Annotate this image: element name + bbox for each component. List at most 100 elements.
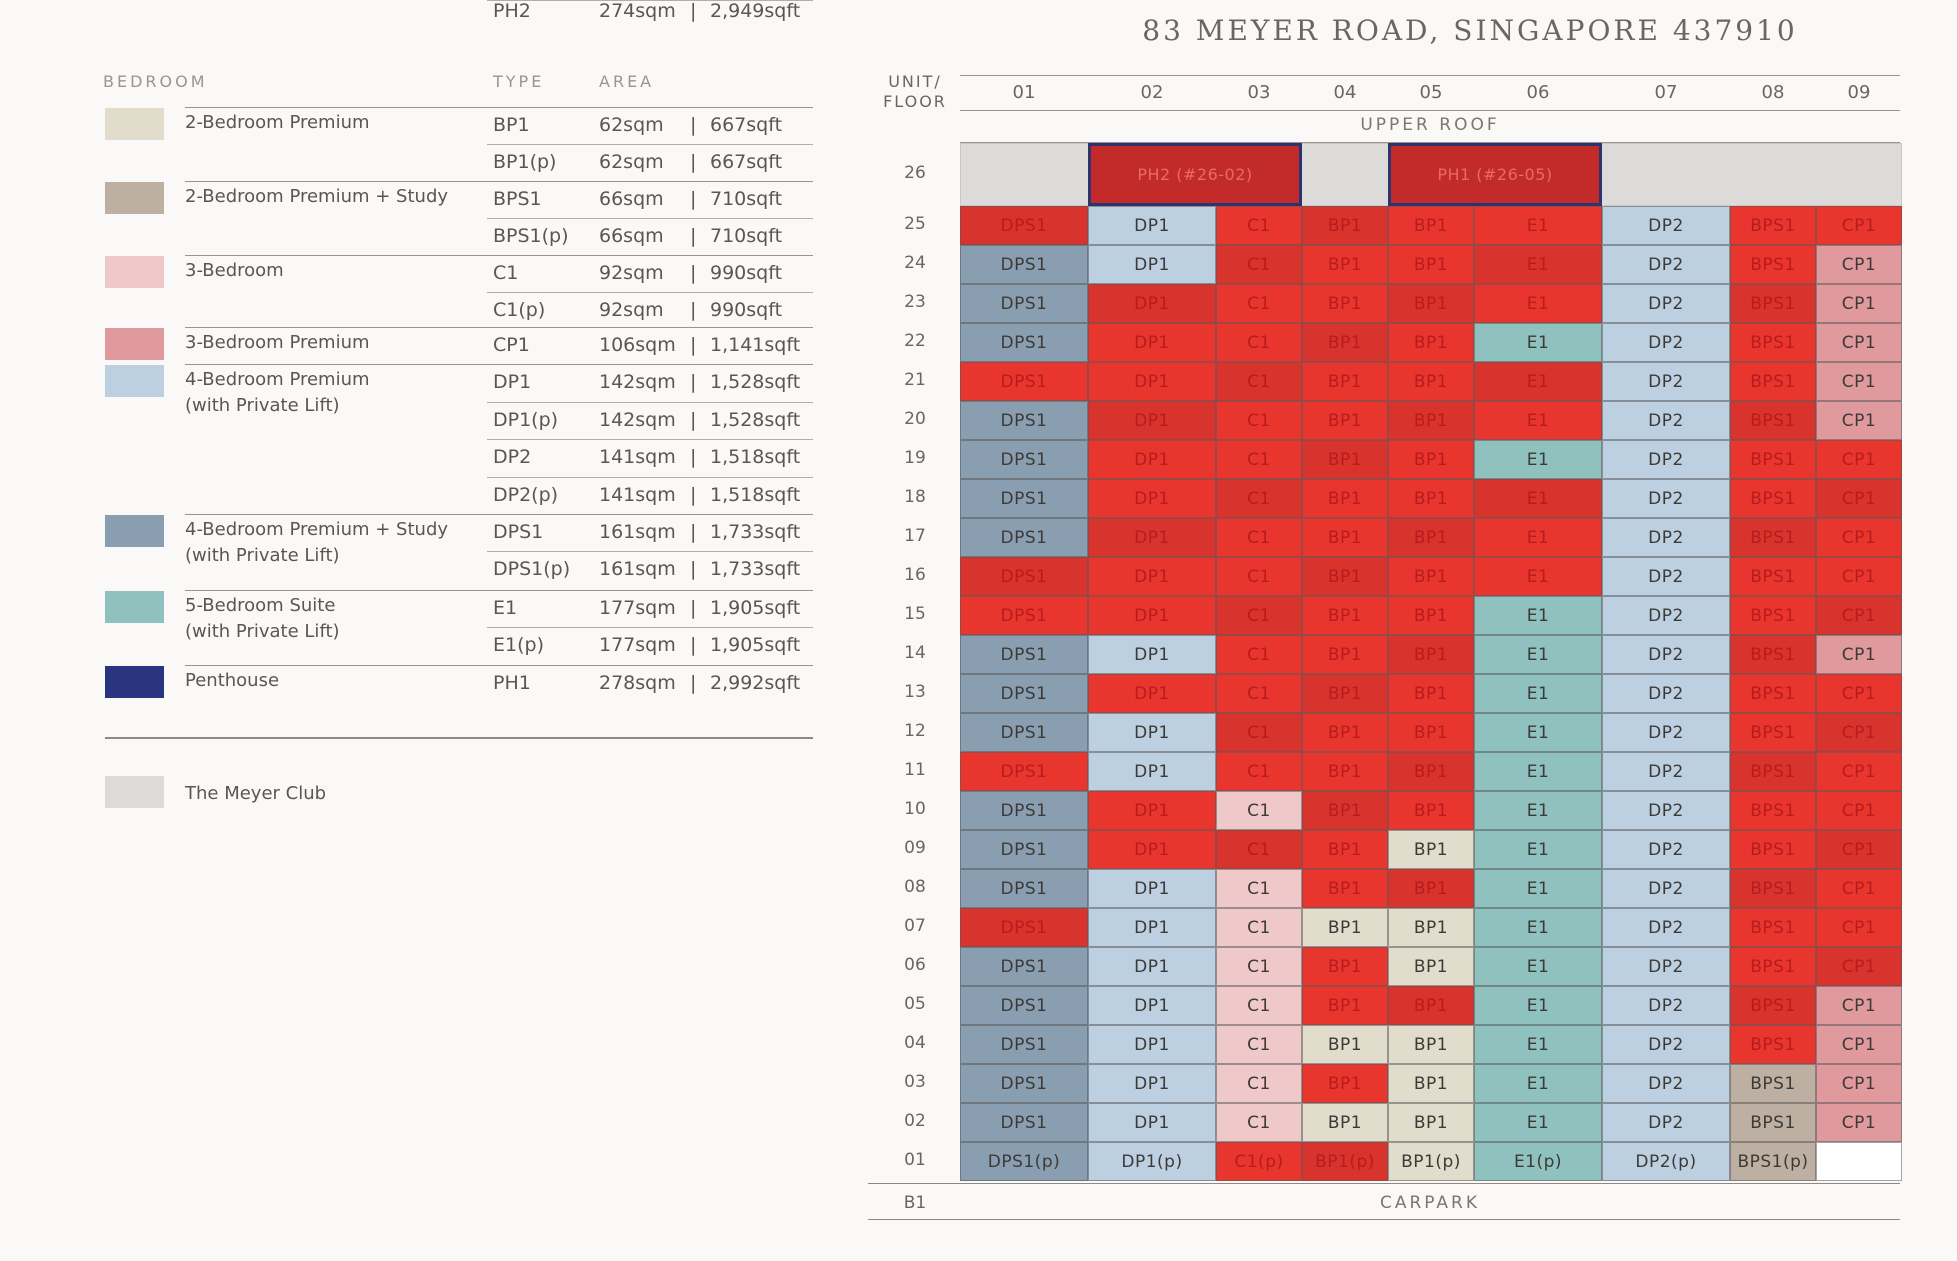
unit-cell[interactable]: DP1(p) [1088,1142,1216,1181]
unit-cell[interactable]: CP1 [1816,713,1902,752]
unit-cell[interactable]: DP2 [1602,635,1730,674]
unit-cell[interactable]: BPS1 [1730,752,1816,791]
unit-cell[interactable]: E1 [1474,1025,1602,1064]
unit-cell[interactable]: BPS1 [1730,713,1816,752]
unit-cell[interactable]: C1 [1216,986,1302,1025]
unit-cell[interactable]: BP1 [1302,557,1388,596]
unit-cell[interactable]: DP2 [1602,674,1730,713]
unit-cell[interactable]: DP2 [1602,869,1730,908]
unit-cell[interactable]: BPS1 [1730,440,1816,479]
unit-cell[interactable]: E1 [1474,635,1602,674]
unit-cell[interactable]: DPS1 [960,362,1088,401]
unit-cell[interactable]: DPS1 [960,479,1088,518]
unit-cell[interactable]: BP1 [1388,440,1474,479]
unit-cell[interactable]: BPS1 [1730,791,1816,830]
unit-cell[interactable]: BP1 [1302,869,1388,908]
unit-cell[interactable]: DPS1 [960,830,1088,869]
unit-cell[interactable]: BPS1 [1730,479,1816,518]
unit-cell[interactable]: BP1 [1388,674,1474,713]
unit-cell[interactable]: BPS1(p) [1730,1142,1816,1181]
unit-cell[interactable]: DP2 [1602,947,1730,986]
unit-cell[interactable]: C1 [1216,362,1302,401]
unit-cell[interactable]: C1 [1216,752,1302,791]
unit-cell[interactable]: BP1 [1302,1064,1388,1103]
unit-cell[interactable]: DPS1 [960,1103,1088,1142]
unit-cell[interactable]: CP1 [1816,206,1902,245]
unit-cell[interactable]: BP1 [1302,518,1388,557]
unit-cell[interactable]: BP1 [1302,830,1388,869]
unit-cell[interactable]: DP2 [1602,752,1730,791]
unit-cell[interactable]: BP1 [1302,791,1388,830]
unit-cell[interactable]: E1 [1474,557,1602,596]
unit-cell[interactable]: DPS1 [960,752,1088,791]
unit-cell[interactable]: BP1 [1302,596,1388,635]
unit-cell[interactable]: E1 [1474,323,1602,362]
unit-cell[interactable]: C1 [1216,206,1302,245]
unit-cell[interactable]: CP1 [1816,830,1902,869]
unit-cell[interactable]: CP1 [1816,1025,1902,1064]
unit-cell[interactable]: DPS1 [960,986,1088,1025]
unit-cell[interactable]: BPS1 [1730,635,1816,674]
unit-cell[interactable]: BPS1 [1730,323,1816,362]
unit-cell[interactable]: DP2 [1602,323,1730,362]
unit-cell[interactable]: E1 [1474,401,1602,440]
unit-cell[interactable]: BP1 [1302,362,1388,401]
unit-cell[interactable]: C1 [1216,596,1302,635]
unit-cell[interactable]: BP1(p) [1302,1142,1388,1181]
unit-cell[interactable]: DP1 [1088,713,1216,752]
unit-cell[interactable]: E1 [1474,830,1602,869]
unit-cell[interactable]: C1 [1216,908,1302,947]
unit-cell[interactable]: BPS1 [1730,1025,1816,1064]
unit-cell[interactable]: DP2 [1602,206,1730,245]
unit-cell[interactable]: DPS1 [960,518,1088,557]
unit-cell[interactable]: CP1 [1816,401,1902,440]
unit-cell[interactable]: C1 [1216,713,1302,752]
penthouse-unit[interactable]: PH1 (#26-05) [1388,143,1602,206]
unit-cell[interactable]: BP1 [1388,830,1474,869]
unit-cell[interactable]: DPS1 [960,245,1088,284]
unit-cell[interactable]: BPS1 [1730,830,1816,869]
unit-cell[interactable]: BPS1 [1730,362,1816,401]
unit-cell[interactable]: BP1 [1388,791,1474,830]
unit-cell[interactable]: C1 [1216,1064,1302,1103]
unit-cell[interactable]: E1 [1474,479,1602,518]
unit-cell[interactable]: CP1 [1816,791,1902,830]
unit-cell[interactable]: DPS1 [960,869,1088,908]
unit-cell[interactable]: DP2(p) [1602,1142,1730,1181]
unit-cell[interactable]: DP2 [1602,557,1730,596]
unit-cell[interactable]: BPS1 [1730,869,1816,908]
unit-cell[interactable]: E1 [1474,1064,1602,1103]
unit-cell[interactable]: DP1 [1088,401,1216,440]
unit-cell[interactable]: C1 [1216,245,1302,284]
unit-cell[interactable]: E1 [1474,908,1602,947]
unit-cell[interactable]: DPS1 [960,674,1088,713]
unit-cell[interactable]: C1 [1216,830,1302,869]
unit-cell[interactable]: DP1 [1088,791,1216,830]
unit-cell[interactable]: BP1 [1302,401,1388,440]
unit-cell[interactable]: C1 [1216,284,1302,323]
unit-cell[interactable]: BP1 [1302,1025,1388,1064]
unit-cell[interactable]: C1 [1216,518,1302,557]
unit-cell[interactable]: DP2 [1602,479,1730,518]
unit-cell[interactable]: E1 [1474,206,1602,245]
unit-cell[interactable]: BPS1 [1730,206,1816,245]
unit-cell[interactable]: BP1 [1388,323,1474,362]
unit-cell[interactable]: CP1 [1816,323,1902,362]
unit-cell[interactable]: BPS1 [1730,596,1816,635]
unit-cell[interactable]: CP1 [1816,479,1902,518]
unit-cell[interactable]: DPS1 [960,713,1088,752]
unit-cell[interactable]: BP1 [1302,674,1388,713]
unit-cell[interactable]: BPS1 [1730,245,1816,284]
unit-cell[interactable]: DPS1 [960,596,1088,635]
unit-cell[interactable]: DP1 [1088,362,1216,401]
unit-cell[interactable]: BP1 [1302,908,1388,947]
unit-cell[interactable]: BPS1 [1730,284,1816,323]
unit-cell[interactable]: CP1 [1816,908,1902,947]
unit-cell[interactable]: CP1 [1816,362,1902,401]
unit-cell[interactable]: BP1 [1302,1103,1388,1142]
unit-cell[interactable]: CP1 [1816,440,1902,479]
unit-cell[interactable]: CP1 [1816,947,1902,986]
unit-cell[interactable]: DP1 [1088,479,1216,518]
unit-cell[interactable]: BPS1 [1730,557,1816,596]
unit-cell[interactable]: CP1 [1816,869,1902,908]
